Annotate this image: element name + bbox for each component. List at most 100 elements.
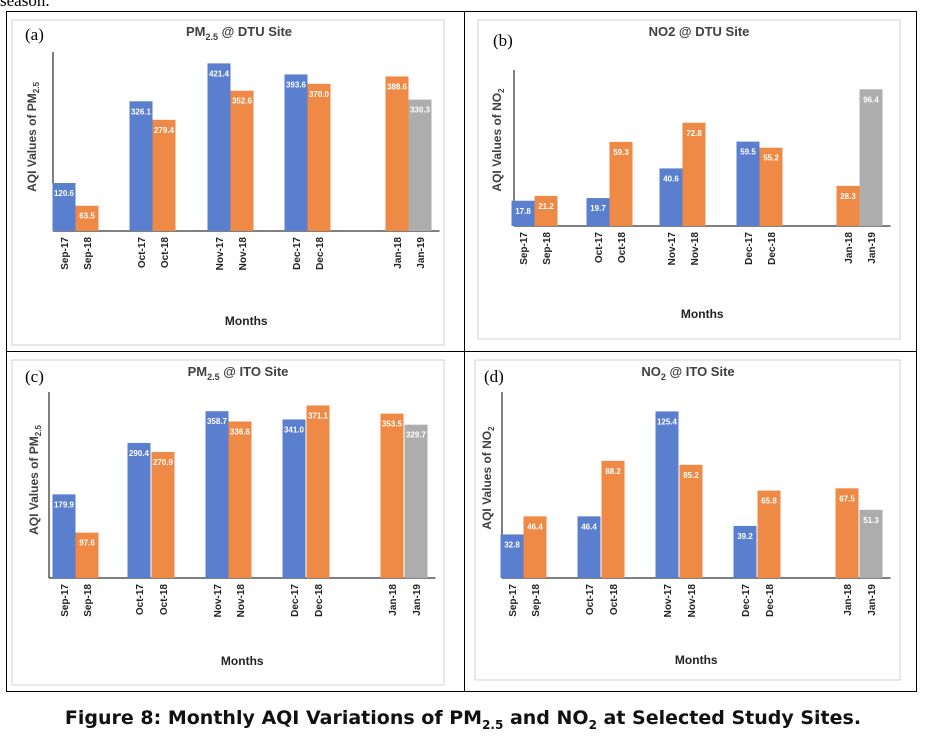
x-tick-label: Sep-17 bbox=[60, 584, 71, 617]
x-axis-label: Months bbox=[221, 654, 264, 668]
x-tick-label: Nov-18 bbox=[236, 584, 247, 618]
x-tick-label: Dec-18 bbox=[314, 584, 325, 617]
bar-nov-18 bbox=[230, 90, 254, 231]
bar-jan-18 bbox=[380, 413, 404, 578]
x-tick-label: Nov-17 bbox=[215, 237, 226, 271]
bar-oct-17 bbox=[586, 198, 610, 226]
bar-value-label: 51.3 bbox=[863, 516, 879, 525]
x-tick-label: Jan-19 bbox=[867, 232, 878, 264]
x-tick-label: Jan-18 bbox=[844, 232, 855, 264]
x-tick-label: Jan-19 bbox=[412, 584, 423, 616]
x-tick-label: Oct-18 bbox=[160, 237, 171, 269]
bar-dec-18 bbox=[757, 490, 781, 578]
bar-oct-17 bbox=[127, 442, 151, 578]
y-axis-label: AQI Values of NO2 bbox=[480, 426, 496, 530]
bar-value-label: 40.6 bbox=[663, 174, 679, 183]
bar-sep-18 bbox=[523, 516, 547, 578]
bar-value-label: 336.6 bbox=[230, 427, 251, 436]
bar-sep-17 bbox=[52, 494, 76, 578]
bar-value-label: 85.2 bbox=[683, 471, 699, 480]
bar-value-label: 96.4 bbox=[863, 95, 879, 104]
bar-dec-18 bbox=[307, 83, 331, 231]
x-tick-label: Oct-17 bbox=[135, 584, 146, 616]
bar-value-label: 421.4 bbox=[209, 69, 230, 78]
x-tick-label: Nov-18 bbox=[687, 584, 698, 618]
bar-jan-19 bbox=[859, 89, 883, 227]
bar-value-label: 46.4 bbox=[527, 522, 543, 531]
bar-dec-17 bbox=[282, 419, 306, 578]
bar-value-label: 330.3 bbox=[410, 106, 431, 115]
bar-value-label: 125.4 bbox=[657, 417, 678, 426]
x-axis-label: Months bbox=[225, 314, 268, 328]
caption-sub-no: 2 bbox=[588, 717, 597, 732]
bar-value-label: 353.5 bbox=[382, 420, 403, 429]
bar-oct-17 bbox=[577, 516, 601, 578]
bar-sep-17 bbox=[500, 534, 524, 578]
bar-jan-18 bbox=[835, 488, 859, 578]
chart-panel-c: (c) PM2.5 @ ITO Site AQI Values of PM2.5 17… bbox=[7, 352, 464, 691]
x-tick-label: Sep-17 bbox=[508, 584, 519, 617]
x-tick-label: Dec-17 bbox=[292, 237, 303, 270]
x-tick-label: Dec-18 bbox=[767, 232, 778, 265]
bar-oct-18 bbox=[601, 460, 625, 578]
bar-sep-17 bbox=[511, 200, 535, 226]
caption-prefix: Figure 8: Monthly AQI Variations of PM bbox=[64, 707, 483, 729]
x-tick-label: Oct-17 bbox=[137, 237, 148, 269]
bar-value-label: 370.0 bbox=[309, 90, 330, 99]
bar-dec-18 bbox=[759, 147, 783, 226]
caption-suffix: at Selected Study Sites. bbox=[596, 707, 862, 729]
bar-value-label: 39.2 bbox=[737, 532, 753, 541]
x-tick-label: Oct-18 bbox=[609, 584, 620, 616]
bar-nov-17 bbox=[655, 411, 679, 578]
x-tick-label: Oct-18 bbox=[617, 232, 628, 264]
bar-chart-svg: (d) NO2 @ ITO Site AQI Values of NO2 32.8 Se… bbox=[474, 359, 901, 681]
figure-caption: Figure 8: Monthly AQI Variations of PM2.… bbox=[0, 707, 926, 732]
x-tick-label: Jan-18 bbox=[393, 237, 404, 269]
bar-value-label: 279.4 bbox=[154, 126, 175, 135]
bar-dec-17 bbox=[736, 141, 760, 226]
bar-value-label: 32.8 bbox=[504, 540, 520, 549]
bar-value-label: 19.7 bbox=[590, 204, 606, 213]
bar-dec-17 bbox=[284, 74, 308, 231]
bar-nov-18 bbox=[682, 122, 706, 226]
x-tick-label: Jan-18 bbox=[388, 584, 399, 616]
x-axis-label: Months bbox=[681, 307, 724, 321]
x-tick-label: Dec-18 bbox=[315, 237, 326, 270]
caption-mid: and NO bbox=[503, 707, 589, 729]
x-tick-label: Sep-18 bbox=[83, 584, 94, 617]
chart-panel-b: (b) NO2 @ DTU Site AQI Values of NO2 17.8 Se… bbox=[465, 12, 916, 351]
x-tick-label: Nov-17 bbox=[663, 584, 674, 618]
bar-value-label: 21.2 bbox=[538, 202, 554, 211]
panel-label: (a) bbox=[25, 25, 44, 44]
chart-title: PM2.5 @ ITO Site bbox=[188, 364, 289, 382]
bar-nov-18 bbox=[679, 464, 703, 578]
bar-jan-19 bbox=[404, 424, 428, 578]
x-tick-label: Jan-18 bbox=[843, 584, 854, 616]
x-tick-label: Oct-17 bbox=[585, 584, 596, 616]
x-tick-label: Nov-18 bbox=[238, 237, 249, 271]
x-tick-label: Dec-17 bbox=[744, 232, 755, 265]
bar-value-label: 358.7 bbox=[207, 417, 228, 426]
x-tick-label: Nov-18 bbox=[690, 232, 701, 266]
bar-value-label: 326.1 bbox=[131, 107, 152, 116]
bar-value-label: 97.6 bbox=[79, 539, 95, 548]
y-axis-label: AQI Values of PM2.5 bbox=[25, 82, 41, 192]
bar-nov-17 bbox=[207, 63, 231, 231]
bar-chart-svg: (b) NO2 @ DTU Site AQI Values of NO2 17.8 Se… bbox=[477, 19, 901, 340]
bar-value-label: 120.6 bbox=[54, 189, 75, 198]
chart-panel-d: (d) NO2 @ ITO Site AQI Values of NO2 32.8 Se… bbox=[465, 352, 916, 691]
bar-sep-18 bbox=[75, 532, 99, 578]
bar-value-label: 17.8 bbox=[515, 207, 531, 216]
caption-sub-pm: 2.5 bbox=[482, 717, 504, 732]
bar-jan-18 bbox=[836, 185, 860, 226]
bar-value-label: 88.2 bbox=[605, 467, 621, 476]
bar-value-label: 290.4 bbox=[129, 449, 150, 458]
bar-nov-17 bbox=[205, 411, 229, 578]
x-tick-label: Sep-18 bbox=[542, 232, 553, 265]
y-axis-label: AQI Values of PM2.5 bbox=[27, 425, 43, 535]
x-tick-label: Dec-17 bbox=[290, 584, 301, 617]
y-axis-label: AQI Values of NO2 bbox=[490, 88, 506, 192]
x-tick-label: Jan-19 bbox=[416, 237, 427, 269]
bar-oct-17 bbox=[129, 101, 153, 231]
bar-value-label: 341.0 bbox=[284, 425, 305, 434]
